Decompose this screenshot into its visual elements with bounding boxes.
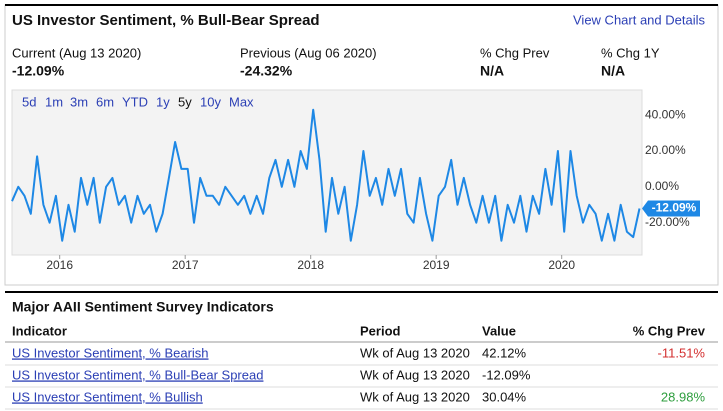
x-tick-label: 2019	[423, 258, 450, 272]
stat-label: % Chg Prev	[480, 45, 550, 60]
range-button[interactable]: 5y	[178, 94, 192, 109]
range-button[interactable]: 10y	[200, 94, 221, 109]
x-tick-label: 2017	[172, 258, 199, 272]
table-cell: -12.09%	[482, 367, 531, 382]
x-tick-label: 2018	[297, 258, 324, 272]
stat-label: Current (Aug 13 2020)	[12, 45, 141, 60]
indicator-link[interactable]: US Investor Sentiment, % Bearish	[12, 345, 209, 360]
y-tick-label: 20.00%	[645, 143, 686, 157]
stat-value: -12.09%	[12, 63, 65, 79]
table-header: Indicator	[12, 323, 67, 338]
title: US Investor Sentiment, % Bull-Bear Sprea…	[12, 12, 320, 29]
x-tick-label: 2016	[46, 258, 73, 272]
table-header: Value	[482, 323, 516, 338]
plot-area	[11, 89, 643, 256]
y-tick-label: -20.00%	[645, 215, 690, 229]
table-cell: 42.12%	[482, 345, 527, 360]
table-header: Period	[360, 323, 401, 338]
x-tick-label: 2020	[548, 258, 575, 272]
range-button[interactable]: YTD	[122, 94, 148, 109]
table-cell: Wk of Aug 13 2020	[360, 345, 470, 360]
stat-label: % Chg 1Y	[601, 45, 660, 60]
stat-label: Previous (Aug 06 2020)	[240, 45, 377, 60]
table-cell: Wk of Aug 13 2020	[360, 367, 470, 382]
last-value-badge	[642, 200, 700, 217]
range-button[interactable]: 1m	[45, 94, 63, 109]
range-button[interactable]: Max	[229, 94, 254, 109]
range-button[interactable]: 6m	[96, 94, 114, 109]
range-button[interactable]: 3m	[70, 94, 88, 109]
table-cell: 28.98%	[661, 389, 706, 404]
stat-value: N/A	[480, 63, 504, 79]
indicator-link[interactable]: US Investor Sentiment, % Bull-Bear Sprea…	[12, 367, 263, 382]
y-tick-label: 40.00%	[645, 107, 686, 121]
stat-value: N/A	[601, 63, 625, 79]
table-cell: Wk of Aug 13 2020	[360, 389, 470, 404]
table-cell: -11.51%	[658, 345, 706, 360]
table-title: Major AAII Sentiment Survey Indicators	[12, 299, 274, 315]
stat-value: -24.32%	[240, 63, 293, 79]
indicator-link[interactable]: US Investor Sentiment, % Bullish	[12, 389, 203, 404]
last-value-label: -12.09%	[652, 201, 697, 215]
table-cell: 30.04%	[482, 389, 527, 404]
range-button[interactable]: 1y	[156, 94, 170, 109]
details-link[interactable]: View Chart and Details	[573, 12, 705, 27]
table-header: % Chg Prev	[633, 323, 706, 338]
y-tick-label: 0.00%	[645, 179, 679, 193]
series-line	[11, 108, 641, 242]
range-button[interactable]: 5d	[22, 94, 36, 109]
